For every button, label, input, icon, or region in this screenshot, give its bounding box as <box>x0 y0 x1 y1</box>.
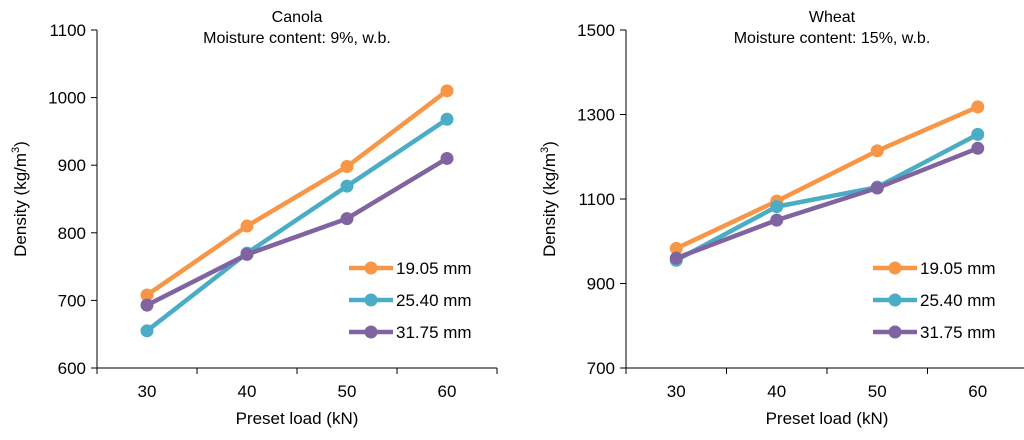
data-point <box>440 151 454 165</box>
data-point <box>971 100 985 114</box>
y-tick-label: 1300 <box>577 106 615 125</box>
chart-subtitle: Moisture content: 15%, w.b. <box>734 30 931 47</box>
data-point <box>440 112 454 126</box>
data-point <box>140 324 154 338</box>
x-tick-label: 50 <box>868 382 887 401</box>
legend-swatch-marker <box>888 293 902 307</box>
y-axis-label-superscript: 3 <box>10 147 22 153</box>
legend-label: 31.75 mm <box>920 323 996 342</box>
x-tick-label: 40 <box>767 382 786 401</box>
y-tick-label: 700 <box>58 291 86 310</box>
data-point <box>240 219 254 233</box>
data-point <box>770 213 784 227</box>
data-point <box>240 247 254 261</box>
data-point <box>140 298 154 312</box>
data-point <box>870 144 884 158</box>
y-axis-label-superscript: 3 <box>539 147 551 153</box>
y-axis-label-close: ) <box>11 141 30 147</box>
chart-subtitle: Moisture content: 9%, w.b. <box>203 30 391 47</box>
legend-swatch-marker <box>364 293 378 307</box>
legend-label: 31.75 mm <box>396 323 472 342</box>
y-tick-label: 800 <box>58 224 86 243</box>
x-axis-label: Preset load (kN) <box>236 409 359 428</box>
chart-panel-1: 600 700 800 900 1000 1100 30 40 50 60 Canola Moistu… <box>10 9 498 428</box>
legend-swatch-marker <box>888 261 902 275</box>
y-axis-label-main: Density (kg/m <box>11 153 30 257</box>
series-line-3 <box>674 146 980 261</box>
legend-label: 25.40 mm <box>920 291 996 310</box>
y-tick-label: 900 <box>587 275 615 294</box>
x-axis-label: Preset load (kN) <box>766 409 889 428</box>
y-tick-label: 900 <box>58 156 86 175</box>
legend-swatch-marker <box>888 325 902 339</box>
data-point <box>440 84 454 98</box>
x-tick-label: 60 <box>438 382 457 401</box>
data-point <box>340 212 354 226</box>
y-tick-label: 700 <box>587 359 615 378</box>
y-tick-label: 1100 <box>49 21 86 40</box>
y-tick-label: 600 <box>58 359 86 378</box>
legend-swatch-marker <box>364 325 378 339</box>
legend-swatch-marker <box>364 261 378 275</box>
chart-title: Wheat <box>809 9 856 26</box>
y-axis-label: Density (kg/m3) <box>539 141 559 257</box>
data-point <box>770 200 784 214</box>
series-line-1 <box>674 104 980 251</box>
series-line-2 <box>144 116 450 334</box>
data-point <box>669 241 683 255</box>
legend-label: 19.05 mm <box>920 259 996 278</box>
x-tick-label: 30 <box>667 382 686 401</box>
y-axis-label-main: Density (kg/m <box>540 153 559 257</box>
y-tick-label: 1100 <box>578 190 615 209</box>
data-point <box>340 179 354 193</box>
x-tick-label: 50 <box>338 382 357 401</box>
data-point <box>971 141 985 155</box>
data-point <box>340 160 354 174</box>
y-tick-label: 1500 <box>577 21 615 40</box>
series-line-3 <box>144 156 450 308</box>
series-line-2 <box>674 132 980 263</box>
data-point <box>870 181 884 195</box>
y-axis-label: Density (kg/m3) <box>10 141 30 257</box>
x-tick-label: 60 <box>968 382 987 401</box>
data-point <box>971 127 985 141</box>
series-line-1 <box>144 88 450 298</box>
legend-label: 19.05 mm <box>396 259 472 278</box>
chart-title: Canola <box>272 9 323 26</box>
x-tick-label: 30 <box>138 382 157 401</box>
y-tick-label: 1000 <box>48 89 86 108</box>
y-axis-label-close: ) <box>540 141 559 147</box>
data-point <box>140 288 154 302</box>
x-tick-label: 40 <box>238 382 257 401</box>
legend-label: 25.40 mm <box>396 291 472 310</box>
data-point <box>669 251 683 265</box>
chart-panel-2: 700 900 1100 1300 1500 30 40 50 60 Wheat Moisture … <box>539 9 1024 428</box>
